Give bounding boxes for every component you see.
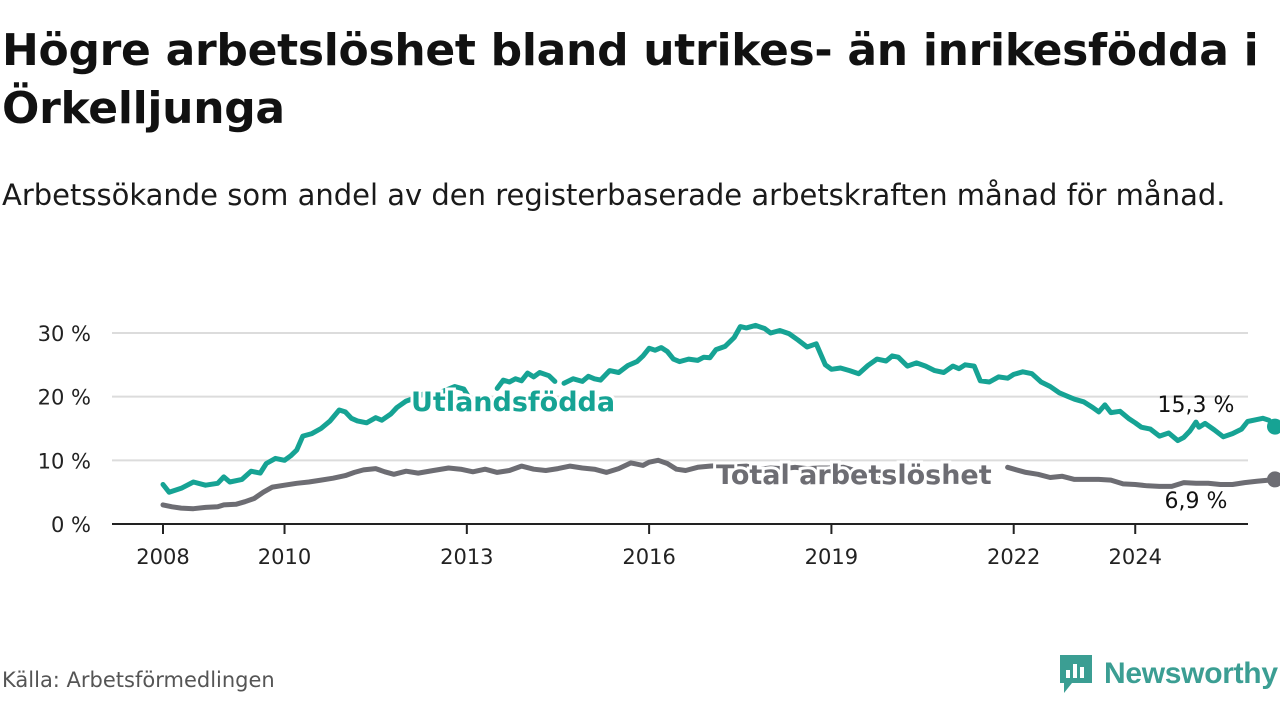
chart-title: Högre arbetslöshet bland utrikes- än inr…	[2, 25, 1259, 134]
y-axis: 0 % 10 % 20 % 30 %	[38, 322, 91, 537]
series-lines	[160, 322, 1280, 512]
source-note: Källa: Arbetsförmedlingen	[2, 668, 275, 692]
series-line-total-arbetsl-shet-1	[1005, 464, 1278, 489]
series-labels: Utlandsfödda Total arbetslöshet 15,3 % 6…	[408, 384, 1235, 514]
end-value-utlandsfodda: 15,3 %	[1158, 393, 1235, 418]
series-line-utlandsf-dda-2	[561, 322, 1278, 444]
x-tick-label: 2016	[622, 545, 675, 569]
series-label-total-arbetsloshet: Total arbetslöshet	[716, 460, 992, 491]
newsworthy-icon	[1060, 655, 1092, 693]
x-tick-label: 2008	[136, 545, 189, 569]
series-line-utlandsf-dda-1	[494, 370, 558, 391]
chart-subtitle: Arbetssökande som andel av den registerb…	[2, 178, 1226, 212]
x-tick-label: 2022	[987, 545, 1040, 569]
gridlines	[112, 332, 1248, 462]
x-tick-label: 2013	[440, 545, 493, 569]
series-label-utlandsfodda: Utlandsfödda	[411, 387, 615, 418]
y-tick-label: 30 %	[38, 322, 91, 346]
end-point-utlandsf-dda	[1266, 418, 1280, 435]
y-tick-label: 0 %	[51, 513, 91, 537]
newsworthy-logo: Newsworthy	[1058, 652, 1278, 696]
series-line-total-arbetsl-shet-0	[160, 457, 886, 512]
brand-name: Newsworthy	[1104, 657, 1278, 690]
end-value-total: 6,9 %	[1165, 489, 1228, 514]
x-axis: 2008 2010 2013 2016 2019 2022 2024	[136, 524, 1162, 569]
end-point-total-arbetsl-shet	[1266, 471, 1280, 488]
x-tick-label: 2024	[1109, 545, 1162, 569]
series-line-utlandsf-dda-0	[160, 384, 473, 495]
y-tick-label: 10 %	[38, 449, 91, 473]
y-tick-label: 20 %	[38, 386, 91, 410]
x-tick-label: 2010	[258, 545, 311, 569]
x-tick-label: 2019	[805, 545, 858, 569]
